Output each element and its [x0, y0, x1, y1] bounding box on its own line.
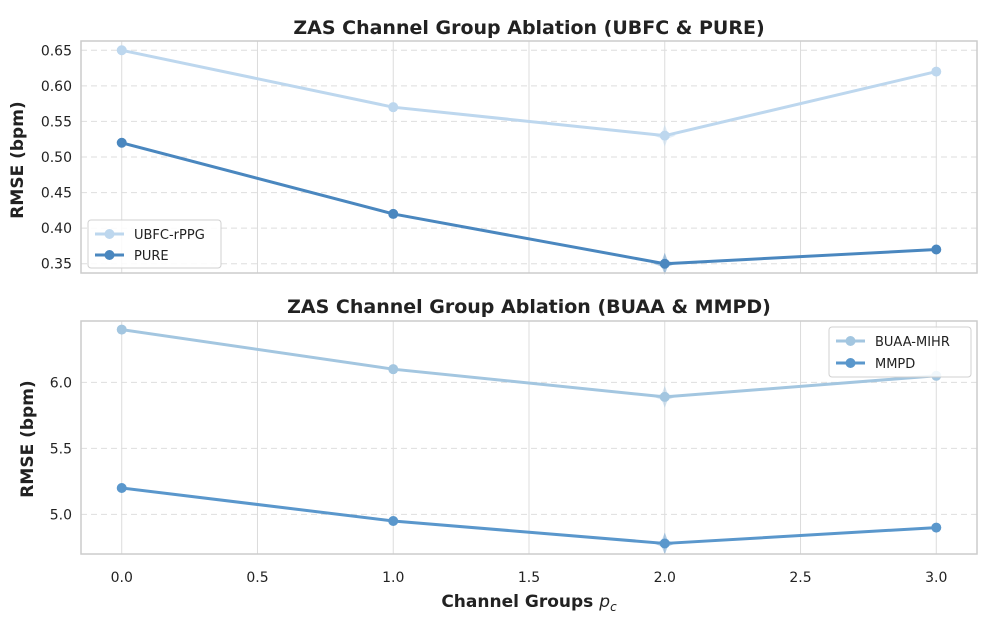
chart-top-title: ZAS Channel Group Ablation (UBFC & PURE) — [293, 17, 764, 39]
x-axis-label-subscript: c — [610, 600, 617, 614]
chart-bottom-legend: BUAA-MIHR MMPD — [828, 326, 972, 378]
legend-label-pure: PURE — [134, 249, 169, 264]
chart-bottom-y-tick-label: 6.0 — [50, 375, 72, 391]
chart-bottom-y-tick-label: 5.0 — [50, 507, 72, 523]
data-point-mmpd — [931, 522, 942, 533]
data-point-mmpd — [659, 538, 670, 549]
chart-top-y-tick-label: 0.35 — [41, 257, 72, 273]
data-point-ubfc-rppg — [116, 45, 127, 56]
chart-bottom-plot-frame — [80, 320, 978, 555]
data-point-pure — [116, 137, 127, 148]
chart-bottom-x-tick-label: 1.5 — [518, 570, 540, 586]
chart-bottom-x-axis-label: Channel Groups pc — [441, 592, 617, 614]
chart-top-y-tick-label: 0.50 — [41, 150, 72, 166]
chart-top-y-tick-label: 0.65 — [41, 43, 72, 59]
chart-top-legend: UBFC-rPPG PURE — [87, 219, 222, 269]
data-point-buaa-mihr — [659, 391, 670, 402]
series-line-ubfc-rppg — [120, 48, 938, 138]
chart-bottom-series — [116, 324, 942, 555]
chart-top-y-ticks: 0.35 0.40 0.45 0.50 0.55 0.60 0.65 — [41, 43, 72, 272]
data-point-pure — [931, 244, 942, 255]
data-point-mmpd — [388, 515, 399, 526]
chart-bottom-y-ticks: 5.0 5.5 6.0 — [50, 375, 72, 523]
data-point-buaa-mihr — [116, 324, 127, 335]
x-axis-label-symbol: p — [598, 592, 610, 612]
data-point-ubfc-rppg — [388, 102, 399, 113]
legend-label-ubfc-rppg: UBFC-rPPG — [134, 228, 205, 243]
chart-top: ZAS Channel Group Ablation (UBFC & PURE)… — [8, 17, 978, 275]
chart-top-y-tick-label: 0.60 — [41, 79, 72, 95]
legend-marker-pure — [104, 250, 115, 260]
chart-bottom-x-tick-label: 0.0 — [111, 570, 133, 586]
series-line-pure — [120, 141, 938, 266]
chart-bottom-y-tick-label: 5.5 — [50, 441, 72, 457]
chart-top-series — [116, 45, 942, 275]
series-line-buaa-mihr — [120, 328, 938, 399]
legend-marker-mmpd — [845, 358, 856, 368]
data-point-buaa-mihr — [388, 364, 399, 375]
x-axis-label-text: Channel Groups — [441, 592, 593, 612]
chart-bottom-title: ZAS Channel Group Ablation (BUAA & MMPD) — [287, 296, 771, 318]
chart-bottom-x-tick-label: 3.0 — [925, 570, 947, 586]
chart-bottom-x-tick-label: 2.0 — [654, 570, 676, 586]
series-line-mmpd — [120, 486, 938, 545]
chart-bottom-x-tick-label: 1.0 — [382, 570, 404, 586]
chart-top-y-axis-label: RMSE (bpm) — [8, 101, 28, 218]
chart-bottom-x-ticks: 0.0 0.5 1.0 1.5 2.0 2.5 3.0 — [111, 570, 948, 586]
data-point-pure — [659, 258, 670, 269]
legend-label-mmpd: MMPD — [875, 357, 915, 372]
data-point-mmpd — [116, 482, 127, 493]
data-point-ubfc-rppg — [659, 130, 670, 141]
chart-bottom-y-axis-label: RMSE (bpm) — [18, 380, 38, 497]
chart-bottom-grid — [81, 321, 977, 554]
chart-top-y-tick-label: 0.45 — [41, 186, 72, 202]
chart-bottom: ZAS Channel Group Ablation (BUAA & MMPD)… — [18, 296, 978, 614]
legend-label-buaa-mihr: BUAA-MIHR — [875, 335, 950, 350]
legend-marker-ubfc-rppg — [104, 229, 115, 239]
data-point-ubfc-rppg — [931, 66, 942, 77]
chart-bottom-x-tick-label: 2.5 — [789, 570, 811, 586]
data-point-pure — [388, 208, 399, 219]
chart-bottom-x-tick-label: 0.5 — [246, 570, 268, 586]
chart-top-y-tick-label: 0.40 — [41, 221, 72, 237]
chart-top-plot-frame — [80, 40, 978, 274]
chart-top-y-tick-label: 0.55 — [41, 114, 72, 130]
legend-marker-buaa-mihr — [845, 336, 856, 346]
